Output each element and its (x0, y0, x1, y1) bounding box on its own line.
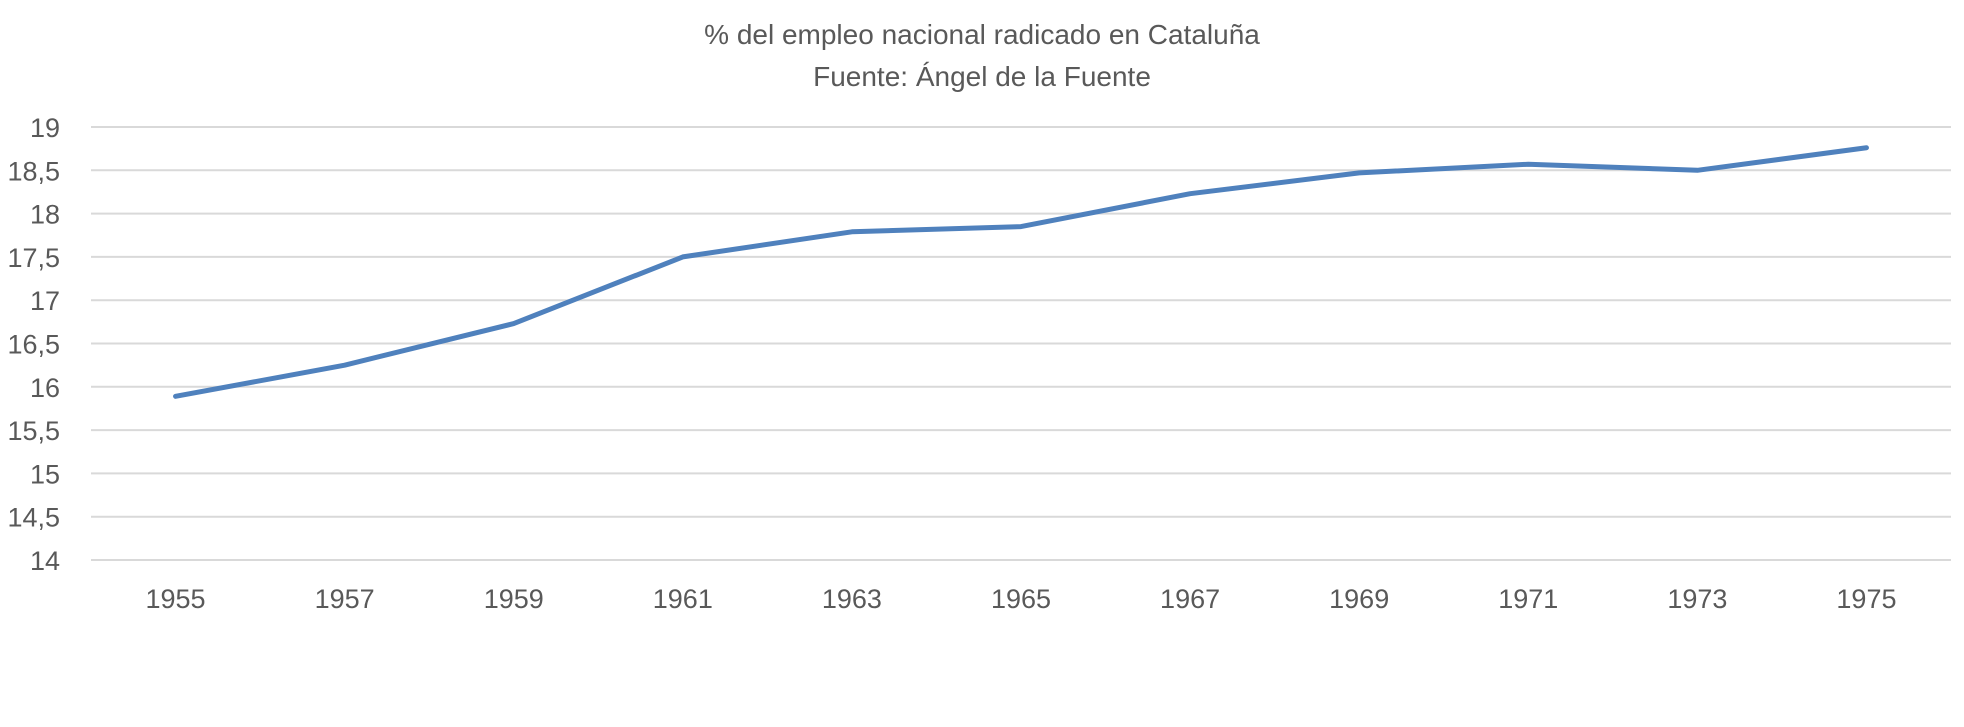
x-tick-label: 1965 (991, 584, 1051, 614)
y-tick-label: 16 (30, 373, 60, 403)
y-tick-label: 14 (30, 546, 60, 576)
x-tick-label: 1973 (1667, 584, 1727, 614)
x-tick-label: 1969 (1329, 584, 1389, 614)
chart-subtitle: Fuente: Ángel de la Fuente (813, 61, 1151, 92)
chart-title: % del empleo nacional radicado en Catalu… (704, 19, 1260, 50)
y-tick-label: 14,5 (7, 503, 60, 533)
y-tick-label: 18 (30, 200, 60, 230)
y-tick-label: 15 (30, 459, 60, 489)
x-tick-label: 1961 (653, 584, 713, 614)
y-tick-label: 17,5 (7, 243, 60, 273)
y-tick-label: 16,5 (7, 330, 60, 360)
x-tick-label: 1955 (146, 584, 206, 614)
series-line (173, 145, 1869, 399)
x-tick-label: 1975 (1836, 584, 1896, 614)
y-tick-label: 19 (30, 113, 60, 143)
x-tick-label: 1959 (484, 584, 544, 614)
x-tick-label: 1971 (1498, 584, 1558, 614)
x-tick-label: 1963 (822, 584, 882, 614)
x-tick-label: 1957 (315, 584, 375, 614)
y-tick-label: 17 (30, 286, 60, 316)
x-tick-label: 1967 (1160, 584, 1220, 614)
y-tick-label: 15,5 (7, 416, 60, 446)
y-tick-label: 18,5 (7, 156, 60, 186)
